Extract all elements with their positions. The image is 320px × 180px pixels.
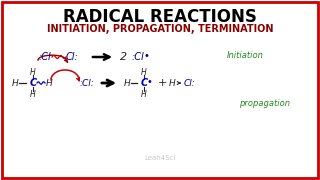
Text: :Cl: :Cl <box>39 52 52 62</box>
Text: 2: 2 <box>120 52 128 62</box>
Text: •: • <box>143 51 149 61</box>
Text: H: H <box>30 68 36 76</box>
Text: Cl:: Cl: <box>184 78 196 87</box>
Text: H: H <box>30 89 36 98</box>
Text: H: H <box>141 68 147 76</box>
Text: H: H <box>12 78 18 87</box>
Text: INITIATION, PROPAGATION, TERMINATION: INITIATION, PROPAGATION, TERMINATION <box>47 24 273 34</box>
Text: C: C <box>29 78 36 88</box>
Text: propagation: propagation <box>239 98 291 107</box>
Text: RADICAL REACTIONS: RADICAL REACTIONS <box>63 8 257 26</box>
Text: H: H <box>46 78 52 87</box>
Text: :Cl: :Cl <box>132 52 144 62</box>
Text: Initiation: Initiation <box>227 51 263 60</box>
Text: :Cl:: :Cl: <box>80 78 94 87</box>
Text: C: C <box>140 78 148 88</box>
Text: Leah4Sci: Leah4Sci <box>144 155 176 161</box>
Text: H: H <box>141 89 147 98</box>
Text: +: + <box>157 78 167 88</box>
Text: Cl:: Cl: <box>66 52 78 62</box>
Text: •: • <box>146 77 152 87</box>
Text: H: H <box>124 78 130 87</box>
Text: H: H <box>169 78 175 87</box>
